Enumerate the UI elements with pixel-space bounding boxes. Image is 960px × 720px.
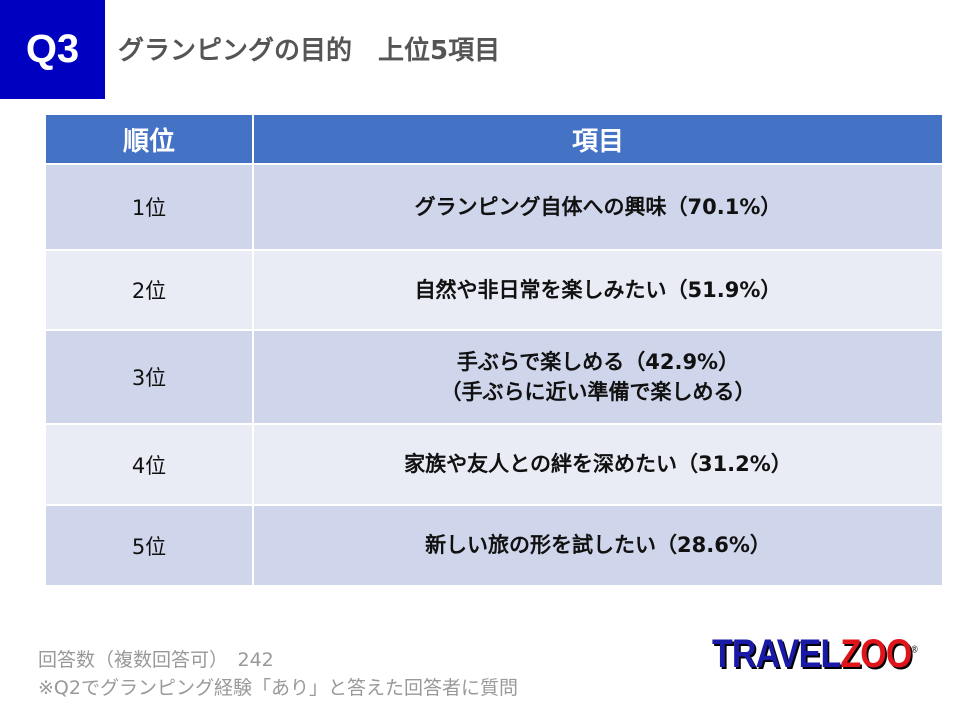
table-row: 3位 手ぶらで楽しめる（42.9%） （手ぶらに近い準備で楽しめる）	[46, 329, 944, 424]
registered-mark: ®	[911, 644, 917, 656]
column-header-rank: 順位	[46, 115, 254, 164]
ranking-table: 順位 項目 1位 グランピング自体への興味（70.1%） 2位 自然や非日常を楽…	[46, 115, 944, 585]
rank-cell: 3位	[46, 329, 254, 424]
item-cell: 手ぶらで楽しめる（42.9%） （手ぶらに近い準備で楽しめる）	[253, 329, 944, 424]
response-count: 回答数（複数回答可） 242	[38, 649, 274, 671]
item-cell: 新しい旅の形を試したい（28.6%）	[253, 504, 944, 585]
rank-cell: 1位	[46, 163, 254, 250]
item-text: 自然や非日常を楽しみたい（51.9%）	[414, 277, 782, 302]
column-header-item: 項目	[253, 115, 944, 164]
table-row: 1位 グランピング自体への興味（70.1%）	[46, 163, 944, 250]
logo-part2: ZOO	[840, 632, 912, 676]
item-subtext: （手ぶらに近い準備で楽しめる）	[440, 380, 756, 404]
item-text: 新しい旅の形を試したい（28.6%）	[425, 533, 771, 558]
logo-part1: TRAVEL	[712, 632, 841, 676]
question-badge: Q3	[0, 0, 105, 99]
item-text: 家族や友人との絆を深めたい（31.2%）	[404, 452, 792, 477]
table-header: 順位 項目	[46, 115, 944, 164]
rank-cell: 2位	[46, 249, 254, 330]
item-cell: 自然や非日常を楽しみたい（51.9%）	[253, 249, 944, 330]
travelzoo-logo: TRAVELZOO®	[712, 632, 918, 677]
rank-cell: 5位	[46, 504, 254, 585]
page-title: グランピングの目的 上位5項目	[118, 36, 501, 66]
table-row: 4位 家族や友人との絆を深めたい（31.2%）	[46, 423, 944, 505]
table-row: 2位 自然や非日常を楽しみたい（51.9%）	[46, 249, 944, 330]
table-row: 5位 新しい旅の形を試したい（28.6%）	[46, 504, 944, 585]
footnote: ※Q2でグランピング経験「あり」と答えた回答者に質問	[38, 677, 518, 699]
item-text: 手ぶらで楽しめる（42.9%）	[456, 349, 740, 374]
item-cell: グランピング自体への興味（70.1%）	[253, 163, 944, 250]
item-cell: 家族や友人との絆を深めたい（31.2%）	[253, 423, 944, 505]
item-text: グランピング自体への興味（70.1%）	[414, 194, 782, 219]
rank-cell: 4位	[46, 423, 254, 505]
